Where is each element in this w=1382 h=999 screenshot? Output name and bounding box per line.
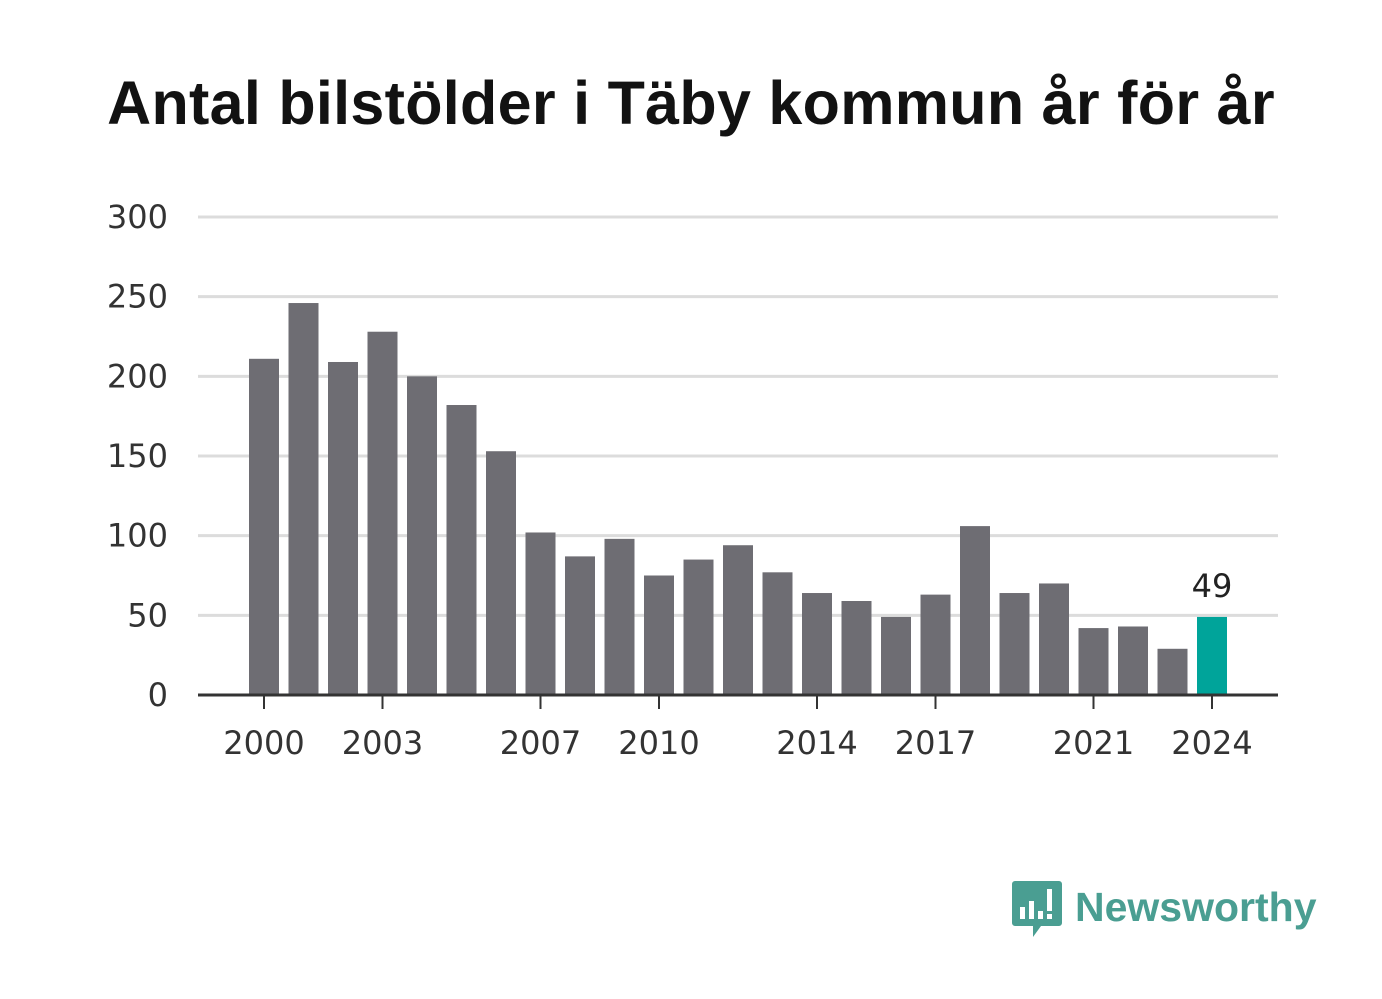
brand-name: Newsworthy	[1075, 883, 1317, 930]
bar-2011	[683, 559, 714, 695]
bar-2004	[407, 376, 437, 695]
data-label-2024: 49	[1192, 567, 1233, 605]
y-tick-label-250: 250	[107, 278, 168, 316]
bar-2024	[1197, 616, 1227, 695]
bar-2014	[802, 593, 832, 695]
x-tick-label-2014: 2014	[776, 724, 857, 762]
bar-2020	[1039, 583, 1069, 695]
chart-title: Antal bilstölder i Täby kommun år för år	[107, 69, 1275, 137]
x-tick-label-2010: 2010	[618, 724, 699, 762]
x-tick-labels: 2000 2003 2007 2010 2014 2017 2021 2024	[223, 724, 1252, 762]
bar-2003	[367, 331, 398, 695]
bar-2023	[1157, 648, 1188, 695]
y-tick-labels: 0 50 100 150 200 250 300	[107, 198, 168, 714]
bar-2012	[723, 545, 753, 695]
newsworthy-logo-icon	[1012, 881, 1062, 937]
x-axis	[198, 693, 1278, 709]
bar-2022	[1118, 626, 1148, 695]
x-tick-label-2024: 2024	[1171, 724, 1252, 762]
x-tick-label-2017: 2017	[895, 724, 976, 762]
x-tick-label-2000: 2000	[223, 724, 304, 762]
bar-2018	[960, 526, 990, 695]
y-tick-label-0: 0	[148, 676, 168, 714]
bar-2019	[999, 593, 1030, 695]
bar-2009	[604, 538, 635, 695]
bar-2006	[486, 451, 516, 695]
bar-2016	[881, 616, 911, 695]
bar-2010	[644, 575, 674, 695]
bar-2000	[249, 358, 279, 695]
x-tick-label-2003: 2003	[342, 724, 423, 762]
bar-2002	[328, 361, 358, 695]
x-tick-label-2007: 2007	[500, 724, 581, 762]
x-tick-label-2021: 2021	[1053, 724, 1134, 762]
brand: Newsworthy	[1011, 879, 1317, 941]
y-tick-label-150: 150	[107, 437, 168, 475]
bar-2017	[920, 594, 951, 695]
data-labels: 49	[1192, 567, 1233, 605]
bar-2007	[525, 532, 556, 695]
y-tick-label-100: 100	[107, 517, 168, 555]
bar-2013	[762, 572, 793, 695]
y-tick-label-300: 300	[107, 198, 168, 236]
bars	[249, 303, 1227, 695]
y-tick-label-200: 200	[107, 357, 168, 395]
bar-2001	[288, 303, 319, 695]
bar-2008	[565, 556, 595, 695]
bar-2021	[1078, 628, 1109, 695]
y-tick-label-50: 50	[127, 596, 168, 634]
bar-2015	[841, 600, 872, 695]
bar-2005	[446, 405, 477, 695]
